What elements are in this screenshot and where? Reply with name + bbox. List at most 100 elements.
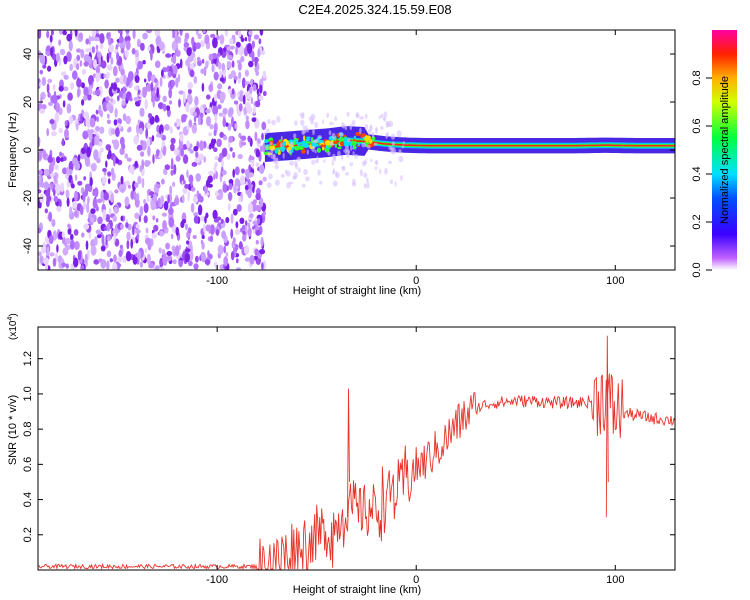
spectrogram-noise-speck [165, 242, 171, 250]
spectrogram-noise-speck [67, 228, 72, 235]
spectrogram-noise-speck [69, 82, 75, 90]
spectrogram-noise-speck [118, 90, 124, 98]
spectrogram-noise-speck [214, 190, 219, 197]
spectrogram-noise-speck [92, 188, 96, 196]
spectrogram-noise-speck [238, 45, 244, 56]
spectrogram-haze-speck [385, 120, 389, 126]
spectrogram-noise-speck [66, 33, 73, 42]
spectrogram-noise-speck [159, 230, 165, 237]
spectrogram-noise-speck [63, 74, 69, 80]
spectrogram-noise-speck [262, 176, 267, 182]
spectrogram-noise-speck [96, 234, 102, 239]
spectrogram-noise-speck [193, 215, 199, 224]
spectrogram-haze-speck [354, 154, 358, 159]
spectrogram-noise-speck [160, 195, 165, 205]
spectrogram-noise-speck [139, 205, 144, 217]
spectrogram-noise-speck [157, 197, 161, 207]
spectrogram-noise-speck [223, 47, 227, 52]
spectrogram-haze-speck [265, 128, 270, 134]
spectrogram-y-tick-label: 0 [22, 147, 34, 153]
spectrogram-noise-speck [244, 69, 249, 77]
spectrogram-signal-blob [342, 137, 349, 140]
spectrogram-noise-speck [178, 98, 181, 108]
spectrogram-noise-speck [77, 250, 82, 261]
spectrogram-noise-speck [213, 71, 219, 81]
spectrogram-noise-speck [221, 159, 224, 167]
spectrogram-haze-speck [363, 172, 368, 178]
spectrogram-signal-blob [282, 141, 286, 147]
spectrogram-noise-speck [219, 91, 226, 102]
spectrogram-noise-speck [70, 233, 74, 241]
snr-scale-prefix: (x10 [8, 320, 19, 340]
spectrogram-noise-speck [74, 241, 80, 250]
spectrogram-noise-speck [125, 40, 131, 51]
spectrogram-noise-speck [170, 143, 175, 152]
spectrogram-haze-speck [305, 176, 310, 182]
spectrogram-haze-speck [331, 160, 334, 166]
colorbar-gradient [712, 30, 737, 270]
snr-x-label: Height of straight line (km) [293, 584, 421, 596]
spectrogram-haze-speck [378, 115, 382, 119]
spectrogram-haze-speck [317, 169, 321, 176]
colorbar-label: Normalized spectral amplitude [719, 76, 731, 224]
spectrogram-noise-speck [146, 137, 151, 148]
spectrogram-noise-speck [38, 136, 41, 148]
spectrogram-noise-speck [100, 60, 107, 69]
snr-y-label: SNR (10 * v/v) [7, 395, 19, 465]
spectrogram-noise-speck [79, 32, 83, 39]
spectrogram-noise-speck [113, 156, 116, 167]
spectrogram-haze-speck [346, 154, 350, 158]
spectrogram-noise-speck [136, 123, 140, 135]
spectrogram-haze-speck [349, 162, 353, 167]
spectrogram-noise-speck [91, 46, 96, 54]
spectrogram-noise-speck [211, 64, 215, 73]
spectrogram-noise-speck [165, 53, 172, 58]
spectrogram-noise-speck [161, 248, 166, 256]
spectrogram-noise-speck [139, 261, 144, 268]
spectrogram-noise-speck [235, 45, 239, 56]
spectrogram-noise-speck [89, 117, 96, 128]
spectrogram-haze-speck [332, 170, 335, 175]
spectrogram-signal-blob [301, 149, 306, 154]
spectrogram-haze-speck [328, 130, 332, 136]
spectrogram-noise-speck [256, 62, 260, 71]
spectrogram-noise-speck [158, 41, 165, 51]
spectrogram-noise-speck [40, 96, 43, 104]
spectrogram-noise-speck [231, 60, 235, 68]
spectrogram-haze-speck [331, 132, 336, 140]
spectrogram-noise-speck [130, 190, 135, 200]
spectrogram-noise-speck [172, 53, 177, 65]
spectrogram-noise-speck [189, 149, 194, 154]
spectrogram-noise-speck [123, 74, 127, 85]
spectrogram-noise-speck [144, 248, 148, 254]
spectrogram-noise-speck [193, 196, 198, 204]
spectrogram-signal-blob [366, 135, 371, 141]
spectrogram-x-tick-label: 100 [606, 275, 624, 287]
spectrogram-noise-speck [191, 36, 195, 47]
spectrogram-noise-speck [216, 34, 220, 41]
spectrogram-noise-speck [67, 92, 73, 101]
spectrogram-haze-speck [389, 179, 393, 185]
spectrogram-haze-speck [366, 177, 369, 183]
spectrogram-noise-speck [255, 239, 259, 245]
spectrogram-haze-speck [280, 173, 285, 178]
spectrogram-noise-speck [191, 161, 198, 167]
snr-x-tick-label: 100 [606, 574, 624, 586]
spectrogram-noise-speck [38, 30, 42, 39]
spectrogram-noise-speck [83, 95, 88, 101]
spectrogram-noise-speck [259, 164, 265, 175]
spectrogram-noise-speck [216, 138, 222, 148]
spectrogram-noise-speck [158, 267, 165, 270]
spectrogram-noise-speck [68, 40, 73, 52]
spectrogram-noise-speck [255, 204, 262, 212]
spectrogram-haze-speck [270, 148, 274, 156]
spectrogram-noise-speck [84, 187, 89, 197]
spectrogram-noise-speck [240, 141, 247, 146]
spectrogram-noise-speck [143, 202, 149, 214]
spectrogram-signal-blob [337, 146, 342, 150]
spectrogram-noise-speck [117, 30, 122, 34]
spectrogram-noise-speck [135, 229, 141, 234]
spectrogram-noise-speck [89, 217, 95, 223]
snr-frame [37, 326, 676, 571]
spectrogram-noise-speck [259, 145, 263, 153]
